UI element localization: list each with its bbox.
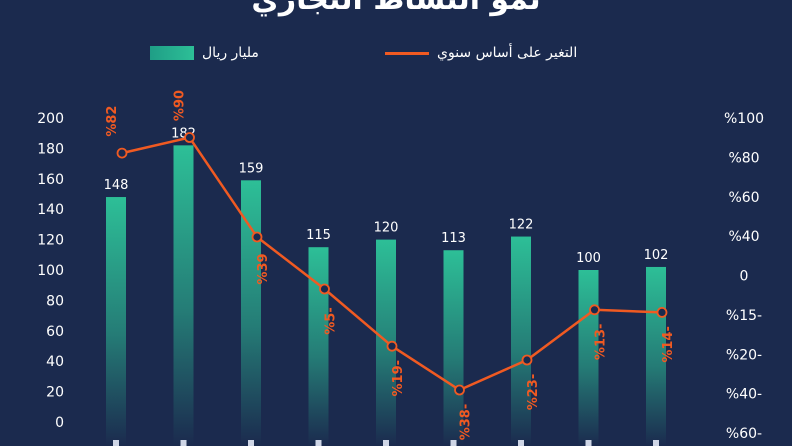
legend-bars-swatch xyxy=(150,46,194,60)
bar xyxy=(308,247,329,446)
y-right-tick-label: %80 xyxy=(728,150,759,166)
y-right-tick-label: %60- xyxy=(726,426,762,442)
line-value-label: %38- xyxy=(459,404,474,441)
bar-value-label: 102 xyxy=(644,248,669,263)
line-point xyxy=(116,147,128,159)
line-value-label: %82 xyxy=(105,106,120,137)
bar-value-label: 159 xyxy=(239,161,264,176)
bar-value-label: 113 xyxy=(441,231,466,246)
y-right-tick-label: 0 xyxy=(740,269,749,285)
x-axis-tick xyxy=(113,440,119,446)
x-axis-tick xyxy=(383,440,389,446)
line-value-label: %14- xyxy=(661,326,676,363)
line-point xyxy=(184,132,195,143)
y-right-tick-label: %60 xyxy=(728,190,759,206)
y-left-tick-label: 120 xyxy=(37,233,64,249)
line-value-label: %39 xyxy=(256,253,271,284)
bar-value-label: 120 xyxy=(374,221,399,236)
bar-value-label: 115 xyxy=(306,228,331,243)
x-axis-tick xyxy=(315,440,322,446)
y-left-tick-label: 40 xyxy=(46,354,64,370)
x-axis-tick xyxy=(518,440,524,446)
legend-line: التغير على أساس سنوي xyxy=(385,42,577,64)
y-left-tick-label: 140 xyxy=(37,202,64,218)
y-left-tick-label: 20 xyxy=(46,385,64,401)
x-axis-tick xyxy=(248,440,254,446)
bar xyxy=(443,250,464,446)
x-axis-tick xyxy=(450,440,457,446)
bar xyxy=(376,239,396,446)
y-left-tick-label: 180 xyxy=(37,141,64,157)
line-point xyxy=(521,354,533,366)
line-value-label: %5- xyxy=(324,307,339,334)
bar-value-label: 100 xyxy=(576,251,601,266)
bar-value-label: 148 xyxy=(104,178,129,193)
chart-title: نمو النشاط التجاري xyxy=(0,0,792,17)
line-point xyxy=(589,304,600,316)
bar xyxy=(511,236,531,446)
line-value-label: %90 xyxy=(173,90,188,121)
y-left-tick-label: 100 xyxy=(37,263,64,279)
bar xyxy=(241,180,261,446)
y-left-tick-label: 80 xyxy=(46,293,64,309)
line-point xyxy=(656,306,668,318)
y-right-tick-label: %100 xyxy=(724,111,764,127)
x-axis-tick xyxy=(585,440,592,446)
line-point xyxy=(454,384,465,396)
x-axis-tick xyxy=(653,440,659,446)
legend-bars: مليار ريال xyxy=(150,42,259,64)
y-right-tick-label: %40- xyxy=(726,387,762,403)
line-point xyxy=(386,340,398,352)
y-left-tick-label: 160 xyxy=(37,172,64,188)
y-left-tick-label: 60 xyxy=(46,324,64,340)
legend-line-swatch xyxy=(385,51,429,55)
legend-line-label: التغير على أساس سنوي xyxy=(437,45,578,61)
line-value-label: %23- xyxy=(526,374,541,411)
line-value-label: %13- xyxy=(594,324,609,361)
y-left-tick-label: 0 xyxy=(55,415,64,431)
y-left-tick-label: 200 xyxy=(37,111,64,127)
legend-bars-label: مليار ريال xyxy=(202,45,259,61)
bar xyxy=(173,145,194,446)
line-value-label: %19- xyxy=(391,360,406,397)
y-right-tick-label: %15- xyxy=(726,308,762,324)
bar xyxy=(106,197,126,446)
bar-value-label: 122 xyxy=(509,218,534,233)
y-right-tick-label: %40 xyxy=(728,229,759,245)
line-point xyxy=(319,283,330,295)
line-point xyxy=(251,231,263,243)
y-right-tick-label: %20- xyxy=(726,347,762,363)
x-axis-tick xyxy=(180,440,187,446)
